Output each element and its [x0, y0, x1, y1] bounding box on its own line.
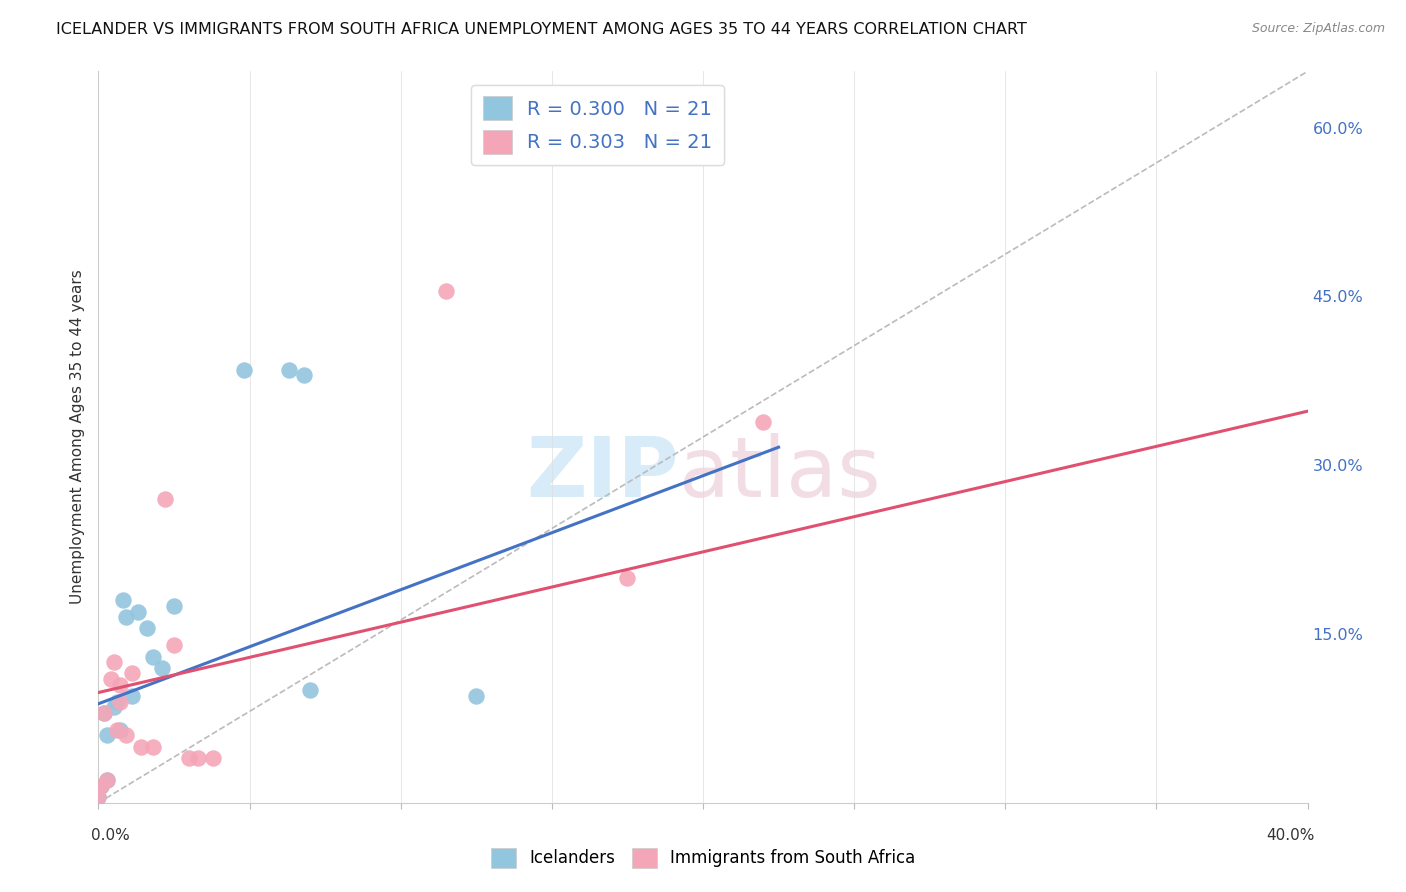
Point: [135, 621, 157, 635]
Point: [105, 694, 128, 708]
Point: [100, 672, 122, 686]
Point: [96, 773, 118, 788]
Y-axis label: Unemployment Among Ages 35 to 44 years: Unemployment Among Ages 35 to 44 years: [69, 269, 84, 605]
Text: ICELANDER VS IMMIGRANTS FROM SOUTH AFRICA UNEMPLOYMENT AMONG AGES 35 TO 44 YEARS: ICELANDER VS IMMIGRANTS FROM SOUTH AFRIC…: [56, 22, 1028, 37]
Point: [114, 610, 136, 624]
Point: [202, 751, 225, 765]
Point: [105, 723, 128, 737]
Text: 0.0%: 0.0%: [91, 828, 131, 843]
Point: [277, 362, 299, 376]
Point: [121, 689, 143, 703]
Point: [187, 751, 209, 765]
Point: [103, 655, 125, 669]
Legend: R = 0.300   N = 21, R = 0.303   N = 21: R = 0.300 N = 21, R = 0.303 N = 21: [471, 85, 724, 165]
Point: [108, 694, 131, 708]
Point: [87, 790, 110, 805]
Point: [616, 571, 638, 585]
Point: [114, 728, 136, 742]
Point: [103, 700, 125, 714]
Text: ZIP: ZIP: [526, 434, 679, 514]
Text: Source: ZipAtlas.com: Source: ZipAtlas.com: [1251, 22, 1385, 36]
Point: [179, 751, 201, 765]
Point: [434, 284, 457, 298]
Point: [299, 683, 322, 698]
Point: [150, 661, 173, 675]
Point: [96, 773, 118, 788]
Point: [111, 593, 134, 607]
Point: [232, 362, 254, 376]
Point: [90, 779, 112, 793]
Point: [163, 599, 186, 613]
Point: [153, 491, 176, 506]
Point: [108, 723, 131, 737]
Point: [90, 779, 112, 793]
Text: 40.0%: 40.0%: [1267, 828, 1315, 843]
Point: [163, 638, 186, 652]
Point: [752, 416, 775, 430]
Legend: Icelanders, Immigrants from South Africa: Icelanders, Immigrants from South Africa: [484, 841, 922, 875]
Point: [142, 739, 165, 754]
Point: [142, 649, 165, 664]
Point: [93, 706, 115, 720]
Point: [127, 605, 149, 619]
Point: [108, 678, 131, 692]
Point: [465, 689, 488, 703]
Point: [292, 368, 315, 383]
Point: [121, 666, 143, 681]
Point: [93, 706, 115, 720]
Point: [129, 739, 152, 754]
Point: [87, 790, 110, 805]
Text: atlas: atlas: [679, 434, 880, 514]
Point: [96, 728, 118, 742]
